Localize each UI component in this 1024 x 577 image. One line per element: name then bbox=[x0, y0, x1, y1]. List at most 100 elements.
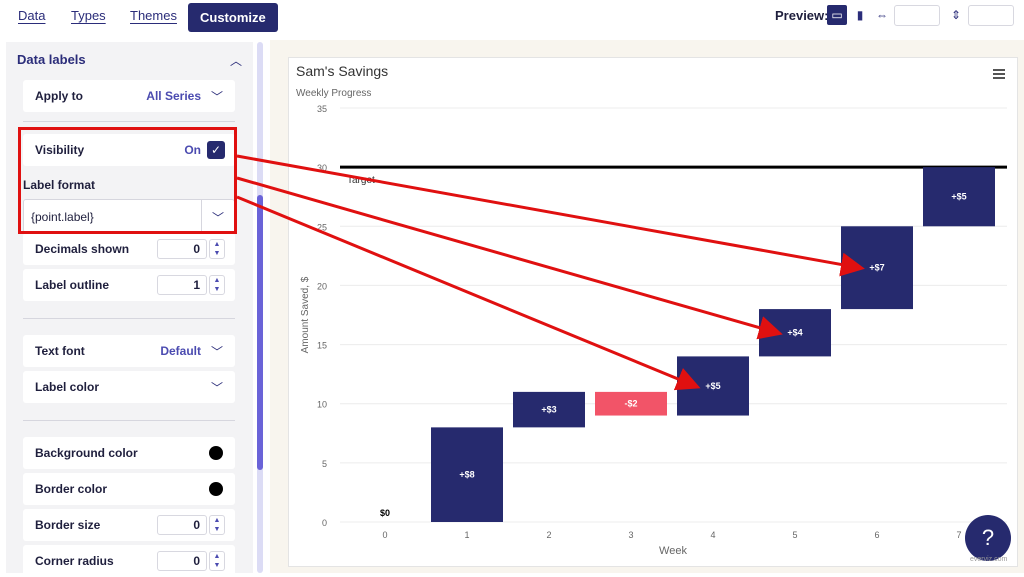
chart-card bbox=[288, 57, 1018, 567]
data-label: +$5 bbox=[951, 192, 966, 202]
tab-customize[interactable]: Customize bbox=[188, 3, 278, 32]
chevron-down-icon: ﹀ bbox=[210, 90, 223, 104]
decimals-row: Decimals shown 0 ▲ ▼ bbox=[23, 233, 235, 265]
annotation-arrow bbox=[236, 154, 865, 277]
corner-radius-input[interactable]: 0 bbox=[157, 551, 207, 571]
border-size-row: Border size 0 ▲ ▼ bbox=[23, 509, 235, 541]
annotation-arrow bbox=[236, 195, 701, 391]
data-label: +$4 bbox=[787, 328, 802, 338]
chart-menu-icon[interactable] bbox=[993, 69, 1005, 79]
apply-to-value: All Series bbox=[146, 89, 201, 103]
y-tick-label: 5 bbox=[322, 459, 327, 469]
section-title: Data labels bbox=[17, 52, 86, 67]
divider bbox=[23, 420, 235, 421]
border-size-input[interactable]: 0 bbox=[157, 515, 207, 535]
border-color-row: Border color bbox=[23, 473, 235, 505]
data-label: +$8 bbox=[459, 470, 474, 480]
divider bbox=[23, 121, 235, 122]
y-tick-label: 25 bbox=[317, 222, 327, 232]
width-arrows-icon: ⇔ bbox=[876, 8, 888, 22]
label-color-label: Label color bbox=[35, 380, 100, 394]
bar[interactable] bbox=[431, 427, 503, 522]
x-tick-label: 6 bbox=[874, 530, 879, 540]
mobile-icon[interactable]: ▮ bbox=[856, 8, 864, 22]
border-color-swatch[interactable] bbox=[209, 482, 223, 496]
y-tick-label: 0 bbox=[322, 518, 327, 528]
chart-title: Sam's Savings bbox=[296, 63, 388, 79]
tab-types[interactable]: Types bbox=[71, 8, 106, 23]
y-tick-label: 15 bbox=[317, 341, 327, 351]
target-label: Target bbox=[347, 175, 375, 186]
height-input[interactable] bbox=[968, 5, 1014, 26]
x-tick-label: 7 bbox=[956, 530, 961, 540]
preview-label: Preview: bbox=[775, 8, 829, 23]
width-input[interactable] bbox=[894, 5, 940, 26]
outline-spinner[interactable]: ▲ ▼ bbox=[209, 275, 225, 295]
background-color-swatch[interactable] bbox=[209, 446, 223, 460]
x-tick-label: 4 bbox=[710, 530, 715, 540]
x-tick-label: 0 bbox=[382, 530, 387, 540]
sidebar-scroll-thumb[interactable] bbox=[257, 195, 263, 470]
outline-input[interactable]: 1 bbox=[157, 275, 207, 295]
customize-sidebar: Data labels ︿ Apply to All Series ﹀ Visi… bbox=[6, 42, 253, 577]
border-size-spinner[interactable]: ▲ ▼ bbox=[209, 515, 225, 535]
data-label: +$7 bbox=[869, 263, 884, 273]
visibility-value: On bbox=[184, 143, 201, 157]
decimals-label: Decimals shown bbox=[35, 242, 130, 256]
data-label: +$5 bbox=[705, 381, 720, 391]
x-axis-title: Week bbox=[659, 545, 687, 557]
tab-themes[interactable]: Themes bbox=[130, 8, 177, 23]
label-format-label: Label format bbox=[23, 178, 96, 192]
y-tick-label: 30 bbox=[317, 163, 327, 173]
apply-to-label: Apply to bbox=[35, 89, 83, 103]
bar[interactable] bbox=[513, 391, 585, 428]
chevron-down-icon: ﹀ bbox=[210, 381, 223, 395]
corner-radius-label: Corner radius bbox=[35, 554, 114, 568]
data-label: $0 bbox=[380, 508, 390, 518]
bar[interactable] bbox=[595, 391, 667, 416]
text-font-select[interactable]: Text font Default ﹀ bbox=[23, 335, 235, 367]
chevron-down-icon: ﹀ bbox=[211, 211, 224, 225]
border-color-label: Border color bbox=[35, 482, 108, 496]
text-font-value: Default bbox=[160, 344, 201, 358]
top-bar: Data Types Themes Customize Preview: ▭ ▮… bbox=[0, 0, 1024, 36]
desktop-icon[interactable]: ▭ bbox=[827, 5, 847, 25]
y-tick-label: 10 bbox=[317, 400, 327, 410]
credits-link[interactable]: everviz.com bbox=[970, 556, 1008, 563]
outline-label: Label outline bbox=[35, 278, 110, 292]
data-label: +$3 bbox=[541, 405, 556, 415]
annotation-arrow bbox=[236, 176, 783, 340]
corner-radius-spinner[interactable]: ▲ ▼ bbox=[209, 551, 225, 571]
tab-data[interactable]: Data bbox=[18, 8, 46, 23]
x-tick-label: 3 bbox=[628, 530, 633, 540]
border-size-label: Border size bbox=[35, 518, 101, 532]
x-tick-label: 5 bbox=[792, 530, 797, 540]
chevron-down-icon: ﹀ bbox=[210, 345, 223, 359]
y-axis-title: Amount Saved, $ bbox=[300, 276, 311, 353]
text-font-label: Text font bbox=[35, 344, 85, 358]
visibility-label: Visibility bbox=[35, 143, 85, 157]
help-button[interactable]: ? bbox=[965, 515, 1011, 561]
chevron-up-icon[interactable]: ︿ bbox=[230, 54, 243, 68]
label-format-select[interactable]: {point.label} ﹀ bbox=[23, 199, 235, 233]
chart-subtitle: Weekly Progress bbox=[296, 88, 371, 99]
corner-radius-row: Corner radius 0 ▲ ▼ bbox=[23, 545, 235, 577]
background-color-row: Background color bbox=[23, 437, 235, 469]
visibility-checkbox[interactable]: ✓ bbox=[207, 141, 225, 159]
visibility-row: Visibility On ✓ bbox=[23, 134, 235, 166]
y-tick-label: 20 bbox=[317, 281, 327, 291]
divider bbox=[23, 318, 235, 319]
background-color-label: Background color bbox=[35, 446, 138, 460]
decimals-input[interactable]: 0 bbox=[157, 239, 207, 259]
data-label: -$2 bbox=[624, 399, 637, 409]
label-format-value: {point.label} bbox=[31, 210, 94, 224]
label-color-select[interactable]: Label color ﹀ bbox=[23, 371, 235, 403]
x-tick-label: 1 bbox=[464, 530, 469, 540]
height-arrows-icon: ⇕ bbox=[950, 8, 962, 22]
decimals-spinner[interactable]: ▲ ▼ bbox=[209, 239, 225, 259]
apply-to-select[interactable]: Apply to All Series ﹀ bbox=[23, 80, 235, 112]
y-tick-label: 35 bbox=[317, 104, 327, 114]
bar[interactable] bbox=[923, 167, 995, 227]
highlight-box bbox=[18, 127, 237, 234]
